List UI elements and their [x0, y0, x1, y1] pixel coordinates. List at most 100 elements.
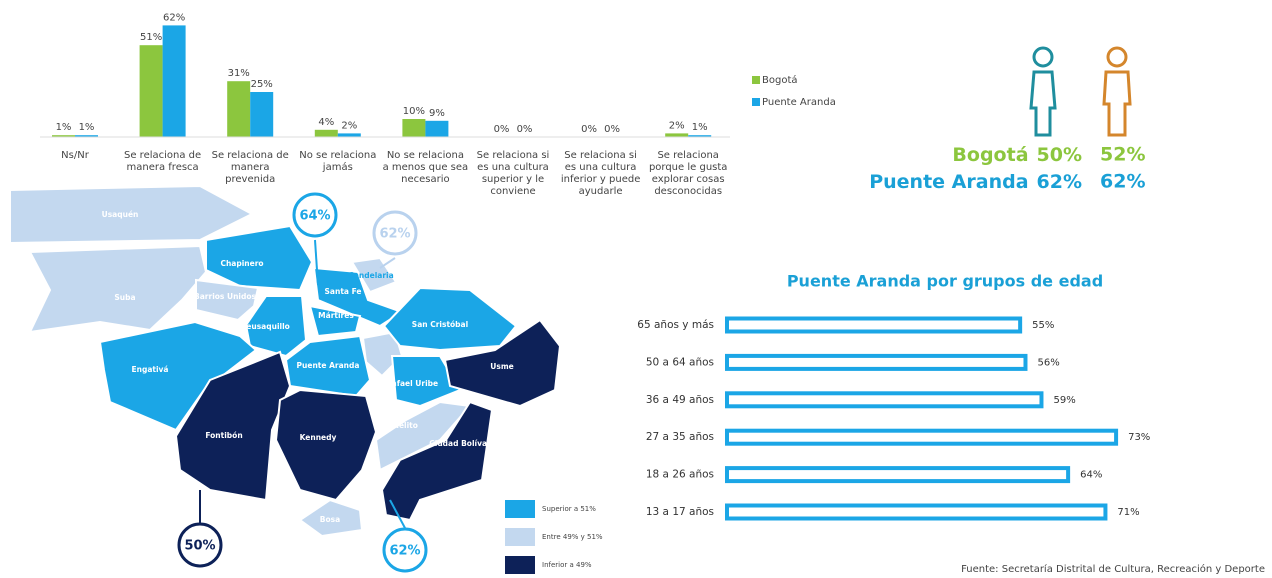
region-label: Candelaria [348, 271, 393, 280]
bar [402, 119, 426, 137]
region-label: Chapinero [220, 259, 263, 268]
value-label: 1% [692, 122, 708, 133]
map-region [382, 286, 518, 352]
male-icon [1102, 46, 1132, 137]
value-label: 64% [1080, 470, 1102, 481]
region-label: San Cristóbal [412, 320, 468, 329]
region-label: Tunjuelito [376, 421, 418, 430]
value-label: 59% [1053, 395, 1075, 406]
map-region [380, 400, 494, 522]
value-label: 0% [581, 124, 597, 135]
value-label: 4% [318, 117, 334, 128]
legend-swatch [505, 528, 535, 546]
map-region [298, 498, 364, 538]
bar [75, 135, 98, 137]
map-region [443, 318, 562, 408]
bar [314, 129, 338, 137]
female-value: 50% [1037, 144, 1082, 166]
bar [250, 92, 274, 137]
y-tick-label: 18 a 26 años [646, 469, 714, 481]
region-label: Usaquén [102, 210, 139, 219]
x-tick-label: Se relaciona si es una cultura superior … [476, 150, 550, 197]
region-label: Rafael Uribe [386, 379, 438, 388]
map-region [9, 184, 255, 245]
x-tick-label: Se relaciona porque le gusta explorar co… [648, 150, 728, 197]
bar [665, 133, 689, 137]
value-label: 25% [251, 79, 273, 90]
legend-label: Bogotá [762, 74, 798, 86]
value-label: 0% [494, 124, 510, 135]
x-tick-label: Se relaciona de manera fresca [124, 150, 202, 173]
legend-swatch [752, 98, 760, 106]
map-region [350, 256, 398, 294]
region-label: Ciudad Bolívar [429, 439, 491, 448]
callout-line [379, 257, 396, 269]
region-label: Bosa [320, 515, 340, 524]
gender-label: Puente Aranda [869, 171, 1028, 193]
value-label: 56% [1037, 357, 1059, 368]
legend-label: Puente Aranda [762, 97, 836, 108]
map-region [195, 278, 260, 322]
callout-label: 50% [184, 539, 215, 554]
bar [425, 120, 449, 137]
female-icon [1029, 46, 1057, 137]
y-tick-label: 13 a 17 años [646, 506, 714, 518]
value-label: 73% [1128, 432, 1150, 443]
value-label: 0% [604, 124, 620, 135]
map-region [390, 355, 462, 408]
x-tick-label: No se relaciona a menos que sea necesari… [382, 150, 469, 185]
value-label: 9% [429, 108, 445, 119]
gender-row: Puente Aranda 62% [869, 171, 1082, 193]
callout-circle [177, 522, 223, 568]
region-label: Barrios Unidos [194, 292, 256, 301]
region-label: Fontibón [205, 431, 242, 440]
callout-circle [382, 527, 428, 573]
callout-label: 62% [389, 544, 420, 559]
callout-line [314, 239, 319, 286]
y-tick-label: 65 años y más [637, 319, 714, 331]
bar [725, 466, 1071, 484]
map-region [374, 400, 472, 472]
value-label: 1% [79, 122, 95, 133]
callout-circle [372, 210, 418, 256]
region-label: Kennedy [300, 433, 337, 442]
legend-label: Entre 49% y 51% [542, 533, 603, 541]
value-label: 51% [140, 32, 162, 43]
callout-line [389, 499, 406, 529]
value-label: 71% [1117, 507, 1139, 518]
x-tick-label: Se relaciona si es una cultura inferior … [560, 150, 641, 197]
legend-label: Inferior a 49% [542, 561, 592, 569]
source: Fuente: Secretaría Distrital de Cultura,… [961, 563, 1265, 575]
map-region [205, 224, 314, 292]
value-label: 0% [517, 124, 533, 135]
y-tick-label: 36 a 49 años [646, 394, 714, 406]
bar [162, 25, 186, 137]
region-label: Puente Aranda [297, 361, 360, 370]
region-label: Teusaquillo [242, 322, 290, 331]
callout-label: 64% [299, 209, 330, 224]
map-region [308, 304, 362, 338]
bar [688, 135, 712, 137]
region-label: Engativá [132, 365, 169, 374]
region-label: Santa Fe [325, 287, 362, 296]
legend-label: Superior a 51% [542, 505, 596, 513]
bar [52, 135, 75, 137]
bar [227, 81, 251, 137]
callout-circle [292, 192, 338, 238]
legend-swatch [752, 76, 760, 84]
bar [725, 428, 1119, 446]
bar [337, 133, 361, 137]
value-label: 31% [228, 68, 250, 79]
value-label: 10% [403, 106, 425, 117]
region-label: Usme [490, 362, 513, 371]
bar [139, 45, 163, 138]
bar [725, 316, 1023, 334]
male-value: 52% [1100, 144, 1145, 166]
legend-swatch [505, 556, 535, 574]
map-region [274, 388, 378, 502]
female-value: 62% [1037, 171, 1082, 193]
region-label: Mártires [318, 311, 354, 320]
x-tick-label: Ns/Nr [61, 150, 89, 161]
